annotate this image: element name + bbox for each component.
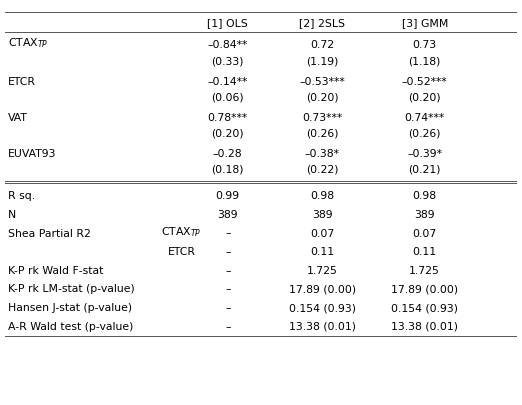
Text: –0.28: –0.28 xyxy=(213,149,243,159)
Text: CTAX$_{TP}$: CTAX$_{TP}$ xyxy=(161,225,202,239)
Text: EUVAT93: EUVAT93 xyxy=(8,149,56,159)
Text: –0.52***: –0.52*** xyxy=(402,77,447,87)
Text: 17.89 (0.00): 17.89 (0.00) xyxy=(289,284,356,294)
Text: (0.22): (0.22) xyxy=(306,165,339,175)
Text: 0.11: 0.11 xyxy=(310,247,335,257)
Text: 0.154 (0.93): 0.154 (0.93) xyxy=(391,303,458,313)
Text: 13.38 (0.01): 13.38 (0.01) xyxy=(391,322,458,332)
Text: 0.99: 0.99 xyxy=(216,191,240,201)
Text: 389: 389 xyxy=(312,210,333,220)
Text: (0.20): (0.20) xyxy=(408,92,441,102)
Text: –: – xyxy=(225,228,231,239)
Text: ETCR: ETCR xyxy=(168,247,196,257)
Text: 0.07: 0.07 xyxy=(412,228,437,239)
Text: –0.14**: –0.14** xyxy=(208,77,248,87)
Text: (1.18): (1.18) xyxy=(409,56,441,66)
Text: K-P rk LM-stat (p-value): K-P rk LM-stat (p-value) xyxy=(8,284,135,294)
Text: 389: 389 xyxy=(414,210,435,220)
Text: 0.98: 0.98 xyxy=(310,191,335,201)
Text: Shea Partial R2: Shea Partial R2 xyxy=(8,228,91,239)
Text: (0.18): (0.18) xyxy=(211,165,244,175)
Text: 0.74***: 0.74*** xyxy=(405,113,445,123)
Text: 1.725: 1.725 xyxy=(409,266,440,276)
Text: ETCR: ETCR xyxy=(8,77,36,87)
Text: (0.26): (0.26) xyxy=(408,129,441,139)
Text: 13.38 (0.01): 13.38 (0.01) xyxy=(289,322,356,332)
Text: –0.84**: –0.84** xyxy=(208,40,248,50)
Text: A-R Wald test (p-value): A-R Wald test (p-value) xyxy=(8,322,133,332)
Text: R sq.: R sq. xyxy=(8,191,35,201)
Text: 0.154 (0.93): 0.154 (0.93) xyxy=(289,303,356,313)
Text: [3] GMM: [3] GMM xyxy=(401,18,448,28)
Text: –: – xyxy=(225,284,231,294)
Text: Hansen J-stat (p-value): Hansen J-stat (p-value) xyxy=(8,303,132,313)
Text: (0.06): (0.06) xyxy=(211,92,244,102)
Text: (1.19): (1.19) xyxy=(306,56,339,66)
Text: 1.725: 1.725 xyxy=(307,266,338,276)
Text: 0.11: 0.11 xyxy=(412,247,437,257)
Text: 0.72: 0.72 xyxy=(310,40,335,50)
Text: –: – xyxy=(225,322,231,332)
Text: –: – xyxy=(225,247,231,257)
Text: (0.33): (0.33) xyxy=(211,56,244,66)
Text: –: – xyxy=(225,266,231,276)
Text: 0.73: 0.73 xyxy=(412,40,437,50)
Text: VAT: VAT xyxy=(8,113,28,123)
Text: 0.73***: 0.73*** xyxy=(302,113,342,123)
Text: CTAX$_{TP}$: CTAX$_{TP}$ xyxy=(8,36,48,50)
Text: [2] 2SLS: [2] 2SLS xyxy=(300,18,346,28)
Text: –0.38*: –0.38* xyxy=(305,149,340,159)
Text: –: – xyxy=(225,303,231,313)
Text: [1] OLS: [1] OLS xyxy=(207,18,248,28)
Text: (0.20): (0.20) xyxy=(306,92,339,102)
Text: (0.26): (0.26) xyxy=(306,129,339,139)
Text: 389: 389 xyxy=(218,210,238,220)
Text: 0.07: 0.07 xyxy=(310,228,335,239)
Text: K-P rk Wald F-stat: K-P rk Wald F-stat xyxy=(8,266,103,276)
Text: 0.98: 0.98 xyxy=(412,191,437,201)
Text: 0.78***: 0.78*** xyxy=(208,113,248,123)
Text: (0.20): (0.20) xyxy=(211,129,244,139)
Text: –0.53***: –0.53*** xyxy=(300,77,345,87)
Text: (0.21): (0.21) xyxy=(408,165,441,175)
Text: –0.39*: –0.39* xyxy=(407,149,442,159)
Text: 17.89 (0.00): 17.89 (0.00) xyxy=(391,284,458,294)
Text: N: N xyxy=(8,210,16,220)
